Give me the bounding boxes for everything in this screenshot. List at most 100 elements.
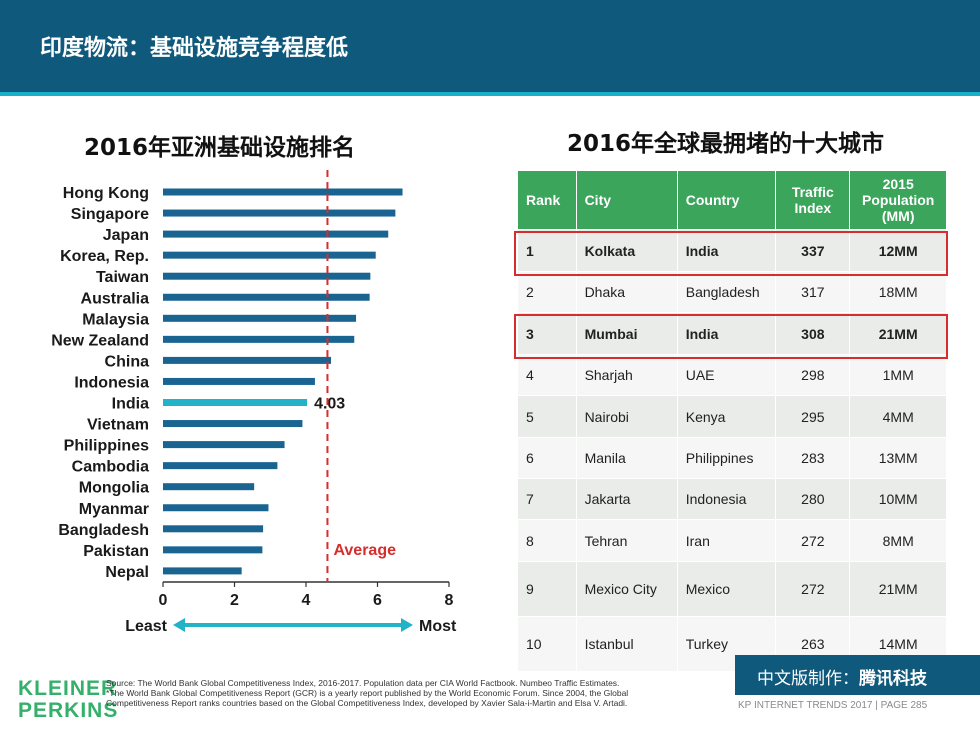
cell-country: India (676, 312, 777, 355)
category-label: Malaysia (82, 311, 149, 328)
bar-myanmar (163, 504, 269, 512)
cell-country: Iran (676, 519, 777, 562)
cell-country: Kenya (676, 395, 777, 438)
least-label: Least (125, 618, 167, 635)
header-accent-stripe (0, 92, 980, 96)
infrastructure-bar-chart: Hong Kong Singapore Japan Korea, Rep. Taiwan… (51, 170, 457, 635)
cell-rank: 2 (517, 271, 577, 313)
cell-rank: 6 (517, 437, 577, 479)
arrow-left-head (173, 617, 185, 632)
cell-country: Philippines (676, 437, 777, 479)
average-label: Average (333, 542, 396, 559)
logo-line-1: KLEINER (18, 677, 118, 700)
most-label: Most (419, 618, 457, 635)
header-rank: Rank (517, 170, 577, 230)
cell-country: UAE (676, 354, 777, 396)
highlight-kolkata (514, 231, 948, 276)
table-title: 2016年全球最拥堵的十大城市 (567, 131, 885, 157)
cell-rank: 10 (517, 616, 577, 672)
category-label: Australia (81, 290, 150, 307)
header-population: 2015 Population (MM) (849, 170, 947, 230)
cell-population: 10MM (849, 478, 947, 520)
bar-nepal (163, 567, 242, 575)
source-line-2: *The World Bank Global Competitiveness R… (106, 688, 629, 698)
category-label: Myanmar (79, 501, 149, 518)
bar-mongolia (163, 483, 255, 491)
category-label: New Zealand (51, 332, 149, 349)
category-label: China (105, 353, 150, 370)
header-bar (0, 0, 980, 92)
bar-singapore (163, 209, 396, 217)
header-city: City (575, 170, 678, 230)
bar-china (163, 356, 332, 364)
cell-country: Indonesia (676, 478, 777, 520)
cell-city: Kolkata (575, 229, 678, 272)
bar-pakistan (163, 546, 263, 554)
cell-country: India (676, 229, 777, 272)
table-row: 7 Jakarta Indonesia 280 10MM (517, 478, 947, 520)
cell-traffic-index: 317 (775, 271, 851, 313)
bar-hong-kong (163, 188, 403, 196)
cell-rank: 5 (517, 395, 577, 438)
cell-country: Turkey (676, 616, 777, 672)
bar-taiwan (163, 272, 371, 280)
category-label: Korea, Rep. (60, 248, 149, 265)
table-row: 9 Mexico City Mexico 272 21MM (517, 561, 947, 617)
cell-traffic-index: 298 (775, 354, 851, 396)
cell-city: Mumbai (575, 312, 678, 355)
cell-traffic-index: 283 (775, 437, 851, 479)
category-label: Singapore (71, 206, 149, 223)
cell-traffic-index: 272 (775, 519, 851, 562)
cell-country: Mexico (676, 561, 777, 617)
table-row: 5 Nairobi Kenya 295 4MM (517, 395, 947, 438)
category-label: Nepal (105, 564, 149, 581)
cell-rank: 8 (517, 519, 577, 562)
kleiner-perkins-logo: KLEINER PERKINS (18, 678, 118, 722)
category-label: Philippines (64, 438, 149, 455)
source-note: Source: The World Bank Global Competitiv… (106, 678, 706, 708)
cell-city: Nairobi (575, 395, 678, 438)
category-label: Bangladesh (58, 522, 149, 539)
cell-rank: 4 (517, 354, 577, 396)
bar-australia (163, 293, 370, 301)
cell-country: Bangladesh (676, 271, 777, 313)
bar-india (163, 399, 308, 406)
india-value-label: 4.03 (314, 396, 345, 413)
table-row: 8 Tehran Iran 272 8MM (517, 519, 947, 562)
table-body: 1 Kolkata India 337 12MM 2 Dhaka Bangladesh 317 1… (517, 229, 947, 672)
cell-rank: 3 (517, 312, 577, 355)
cell-city: Tehran (575, 519, 678, 562)
chart-title: 2016年亚洲基础设施排名 (84, 135, 356, 161)
cell-population: 4MM (849, 395, 947, 438)
cell-traffic-index: 280 (775, 478, 851, 520)
category-label: Japan (103, 227, 149, 244)
category-label: India (112, 396, 149, 413)
page-title: 印度物流：基础设施竞争程度低 (40, 36, 349, 61)
cell-population: 1MM (849, 354, 947, 396)
category-label: Indonesia (74, 374, 149, 391)
arrow-right-head (401, 617, 413, 632)
table-row: 2 Dhaka Bangladesh 317 18MM (517, 271, 947, 313)
cell-city: Sharjah (575, 354, 678, 396)
x-tick-label: 2 (230, 592, 239, 609)
category-label: Pakistan (83, 543, 149, 560)
cell-rank: 1 (517, 229, 577, 272)
x-tick-label: 4 (302, 592, 311, 609)
header-country: Country (676, 170, 777, 230)
source-line-3: Competitiveness Report ranks countries b… (106, 698, 628, 708)
cell-population: 12MM (849, 229, 947, 272)
cell-city: Mexico City (575, 561, 678, 617)
source-line-1: Source: The World Bank Global Competitiv… (106, 678, 620, 688)
page-number: KP INTERNET TRENDS 2017 | PAGE 285 (738, 700, 928, 711)
table-row: 1 Kolkata India 337 12MM (517, 229, 947, 272)
logo-line-2: PERKINS (18, 699, 119, 722)
highlight-mumbai (514, 314, 948, 359)
cell-traffic-index: 272 (775, 561, 851, 617)
banner-text: 中文版制作：腾讯科技 (757, 664, 927, 689)
table-header-row: Rank City Country Traffic Index 2015 Pop… (517, 170, 947, 230)
cell-population: 8MM (849, 519, 947, 562)
cell-city: Dhaka (575, 271, 678, 313)
bar-new-zealand (163, 335, 355, 343)
translation-banner (735, 655, 980, 695)
x-tick-label: 0 (159, 592, 168, 609)
